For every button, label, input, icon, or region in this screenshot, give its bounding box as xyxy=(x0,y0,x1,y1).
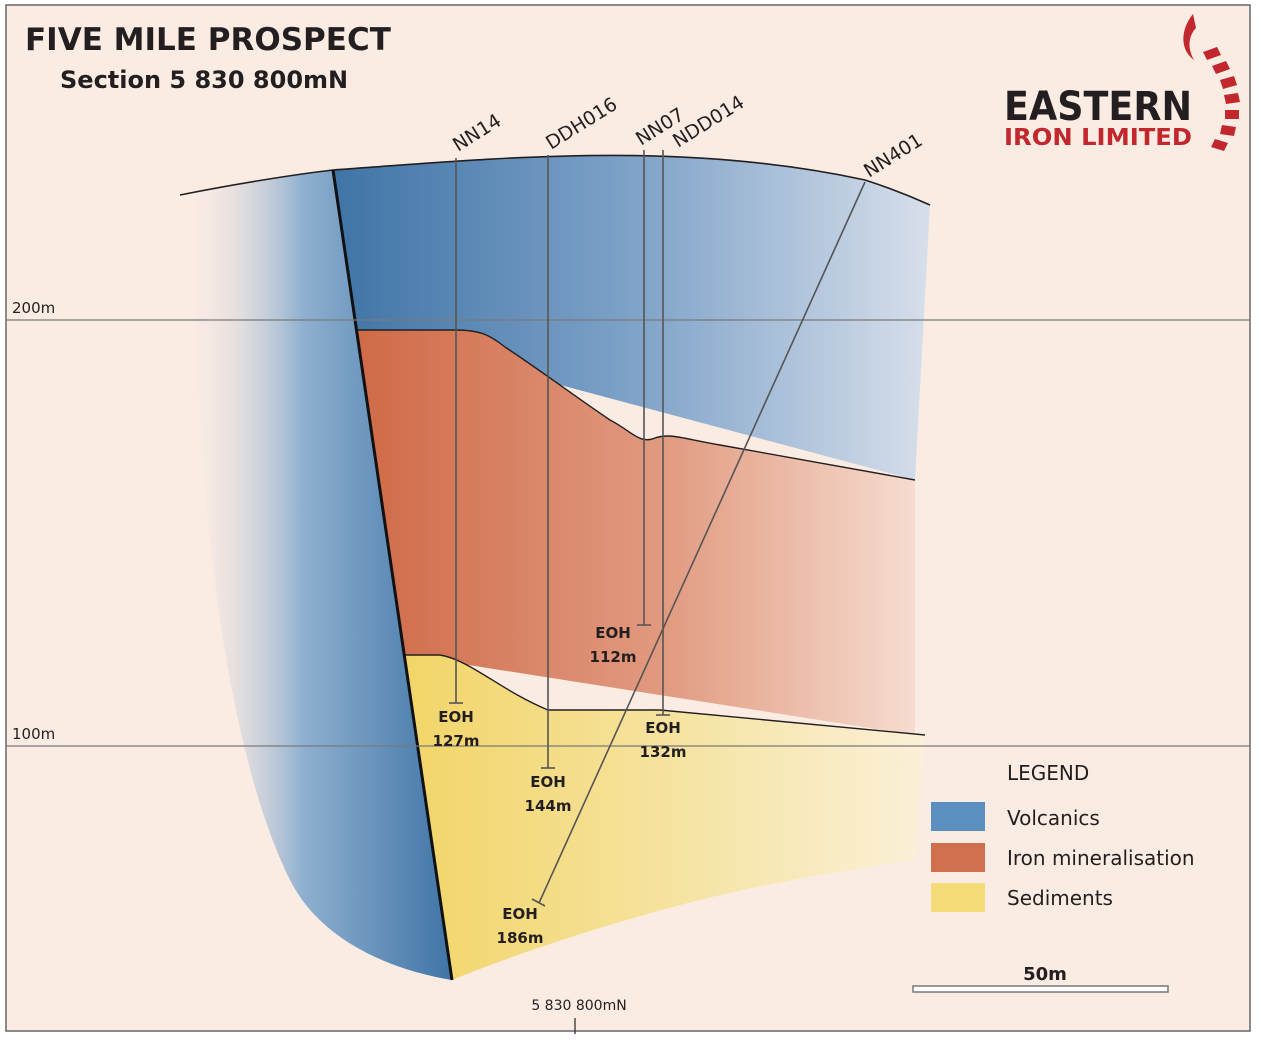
scale-bar: 50m xyxy=(912,964,1169,993)
eoh-text: EOH xyxy=(502,905,538,923)
logo-line1: EASTERN xyxy=(1004,84,1192,130)
eoh-depth: 132m xyxy=(640,743,687,761)
page-title: FIVE MILE PROSPECT xyxy=(25,22,391,58)
drillhole-nn401-trace xyxy=(538,181,866,904)
eoh-label-ndd014: EOH 132m xyxy=(640,719,687,761)
eoh-text: EOH xyxy=(438,708,474,726)
eoh-depth: 127m xyxy=(433,732,480,750)
page-subtitle: Section 5 830 800mN xyxy=(60,66,348,94)
eoh-label-nn401: EOH 186m xyxy=(497,905,544,947)
volcanics-layer xyxy=(333,155,930,481)
eoh-depth: 144m xyxy=(525,797,572,815)
eoh-text: EOH xyxy=(595,624,631,642)
section-marker-label: 5 830 800mN xyxy=(531,998,626,1014)
logo-swoosh-icon xyxy=(1203,47,1240,151)
eastern-iron-logo: EASTERN IRON LIMITED xyxy=(1004,14,1240,151)
eoh-label-nn07: EOH 112m xyxy=(590,624,637,666)
drillhole-traces xyxy=(449,150,866,907)
elevation-label-100: 100m xyxy=(12,725,55,743)
sediments-layer xyxy=(405,655,925,980)
elevation-label-200: 200m xyxy=(12,299,55,317)
logo-line2: IRON LIMITED xyxy=(1004,125,1192,151)
volcanics-left-body xyxy=(180,170,452,980)
scale-bar-rule xyxy=(912,985,1169,993)
iron-mineralisation-layer xyxy=(355,330,915,735)
scale-bar-label: 50m xyxy=(1023,964,1067,985)
fault-line xyxy=(331,169,454,981)
legend-swatch-volcanics xyxy=(931,802,985,831)
legend-swatch-iron xyxy=(931,843,985,872)
section-marker: 5 830 800mN xyxy=(531,998,627,1034)
legend-swatch-sediments xyxy=(931,883,985,912)
eoh-depth: 112m xyxy=(590,648,637,666)
legend-label-volcanics: Volcanics xyxy=(1007,806,1100,830)
eoh-label-ddh016: EOH 144m xyxy=(525,773,572,815)
legend-label-iron: Iron mineralisation xyxy=(1007,846,1195,870)
legend-title: LEGEND xyxy=(1007,761,1089,785)
legend-label-sediments: Sediments xyxy=(1007,886,1113,910)
legend: LEGEND Volcanics Iron mineralisation Sed… xyxy=(931,761,1195,912)
eoh-label-nn14: EOH 127m xyxy=(433,708,480,750)
eoh-text: EOH xyxy=(530,773,566,791)
drillhole-nn401-end xyxy=(531,898,546,907)
eoh-text: EOH xyxy=(645,719,681,737)
volcanics-iron-contact xyxy=(355,329,916,481)
logo-flame-icon xyxy=(1183,14,1196,60)
eoh-depth: 186m xyxy=(497,929,544,947)
